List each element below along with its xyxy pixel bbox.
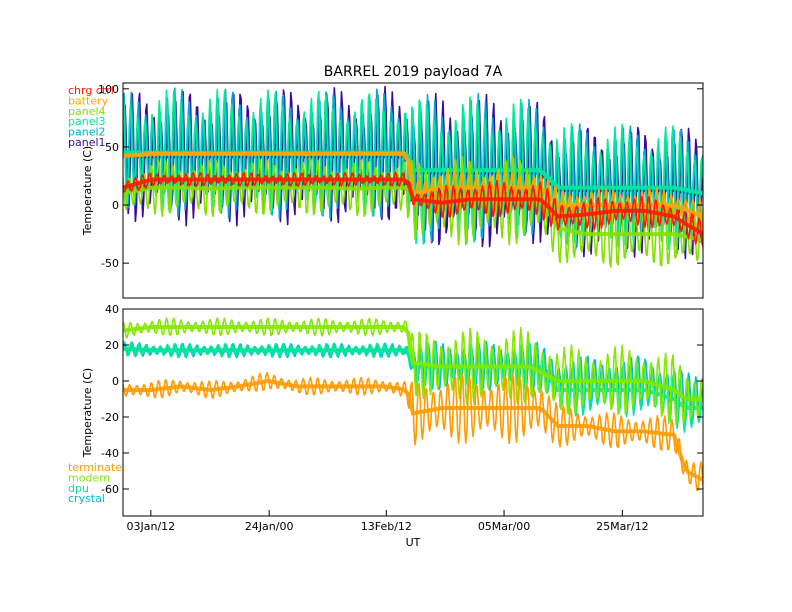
y-tick-label: -40 <box>101 447 119 460</box>
x-tick-label: 03Jan/12 <box>127 520 176 533</box>
y-tick-label: 50 <box>105 141 119 154</box>
y-tick-label: -20 <box>101 411 119 424</box>
series-line-panel3 <box>123 88 703 251</box>
legend-item: modem <box>68 471 110 484</box>
plot-frame <box>122 82 704 299</box>
legend-item: panel2 <box>68 126 106 139</box>
panel-2: 40 20 0 -20 -40 -60 03Jan/12 24Jan/00 13Feb/12 05… <box>68 303 704 549</box>
x-tick-label: 25Mar/12 <box>596 520 648 533</box>
series-mean-chrg-ctrl <box>123 177 703 236</box>
legend-item: panel1 <box>68 136 106 149</box>
series-line-modem <box>123 317 703 426</box>
legend-item: chrg ctrl <box>68 84 114 97</box>
y-axis-label: Temperature (C) <box>81 368 94 458</box>
series-group <box>123 85 703 268</box>
y-tick-label: 0 <box>112 375 119 388</box>
legend-item: panel4 <box>68 105 106 118</box>
legend-item: crystal <box>68 492 105 505</box>
legend-item: panel3 <box>68 115 106 128</box>
y-tick-label: 100 <box>98 83 119 96</box>
legend-item: battery <box>68 94 109 107</box>
series-mean-dpu <box>123 346 703 410</box>
x-tick-label: 05Mar/00 <box>478 520 530 533</box>
series-line-terminate <box>123 371 703 492</box>
x-tick-label: 24Jan/00 <box>245 520 294 533</box>
legend-item: dpu <box>68 482 89 495</box>
panel-1: 100 50 0 -50 BARREL 2019 payload 7A Temperatu… <box>68 64 704 299</box>
y-tick-label: 20 <box>105 339 119 352</box>
x-tick-label: 13Feb/12 <box>361 520 412 533</box>
y-tick-label: 0 <box>112 199 119 212</box>
legend-item: terminate <box>68 461 122 474</box>
plot-frame <box>122 308 704 517</box>
series-group <box>123 317 703 492</box>
y-tick-label: 40 <box>105 303 119 316</box>
y-axis-label: Temperature (C) <box>81 146 94 236</box>
y-tick-label: -60 <box>101 483 119 496</box>
x-axis-label: UT <box>406 536 421 549</box>
chart-title: BARREL 2019 payload 7A <box>324 64 503 80</box>
y-tick-label: -50 <box>101 257 119 270</box>
series-mean-terminate <box>123 378 703 482</box>
series-mean-modem <box>123 325 703 401</box>
